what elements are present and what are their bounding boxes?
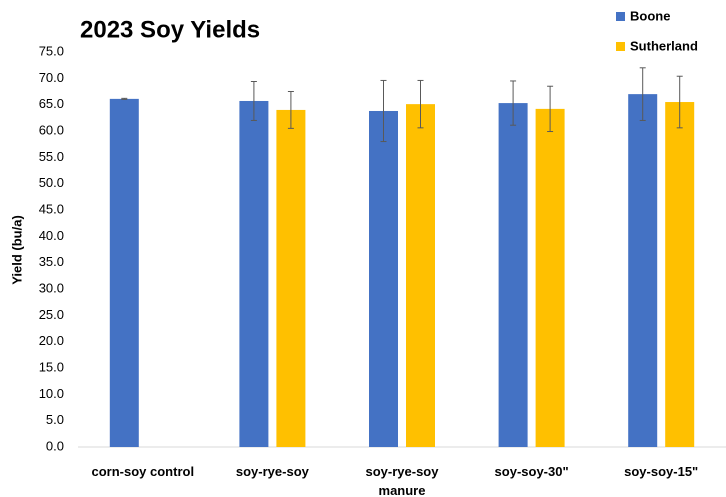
y-tick-label: 45.0 <box>39 201 64 216</box>
legend-swatch <box>616 42 625 51</box>
x-tick-label: corn-soy control <box>91 464 195 479</box>
y-tick-label: 25.0 <box>39 307 64 322</box>
y-tick-label: 50.0 <box>39 175 64 190</box>
error-bar <box>250 80 257 121</box>
bar <box>628 94 658 447</box>
y-tick-label: 15.0 <box>39 359 64 374</box>
bar <box>239 100 269 447</box>
y-tick-label: 75.0 <box>39 43 64 58</box>
y-tick-label: 55.0 <box>39 149 64 164</box>
y-axis-label: Yield (bu/a) <box>9 215 24 285</box>
bar <box>369 110 398 447</box>
y-tick-label: 20.0 <box>39 333 64 348</box>
x-tick-label: soy-rye-soy <box>235 464 309 479</box>
error-bar <box>380 79 387 143</box>
bar <box>406 104 435 447</box>
error-bar <box>639 67 646 121</box>
legend-swatch <box>616 12 625 21</box>
y-tick-label: 40.0 <box>39 228 64 243</box>
y-tick-label: 10.0 <box>39 386 64 401</box>
error-bar <box>287 91 294 129</box>
x-tick-label: soy-rye-soy manure <box>365 464 439 497</box>
y-tick-label: 0.0 <box>46 438 64 453</box>
legend-label: Boone <box>630 8 670 23</box>
error-bar <box>121 97 128 100</box>
bar <box>665 102 695 448</box>
bar <box>498 103 528 447</box>
y-tick-label: 70.0 <box>39 70 64 85</box>
error-bar <box>676 75 683 129</box>
y-tick-label: 35.0 <box>39 254 64 269</box>
error-bar <box>547 85 554 133</box>
bar <box>535 108 565 447</box>
y-tick-label: 60.0 <box>39 122 64 137</box>
chart-title: 2023 Soy Yields <box>80 16 260 43</box>
x-tick-label: soy-soy-30" <box>494 464 569 479</box>
y-tick-label: 65.0 <box>39 96 64 111</box>
error-bar <box>510 80 517 126</box>
x-tick-label: soy-soy-15" <box>624 464 699 479</box>
y-tick-label: 30.0 <box>39 280 64 295</box>
bar <box>109 98 139 447</box>
legend-label: Sutherland <box>630 38 698 53</box>
y-tick-label: 5.0 <box>46 412 64 427</box>
error-bar <box>417 79 424 129</box>
bar <box>276 109 306 447</box>
